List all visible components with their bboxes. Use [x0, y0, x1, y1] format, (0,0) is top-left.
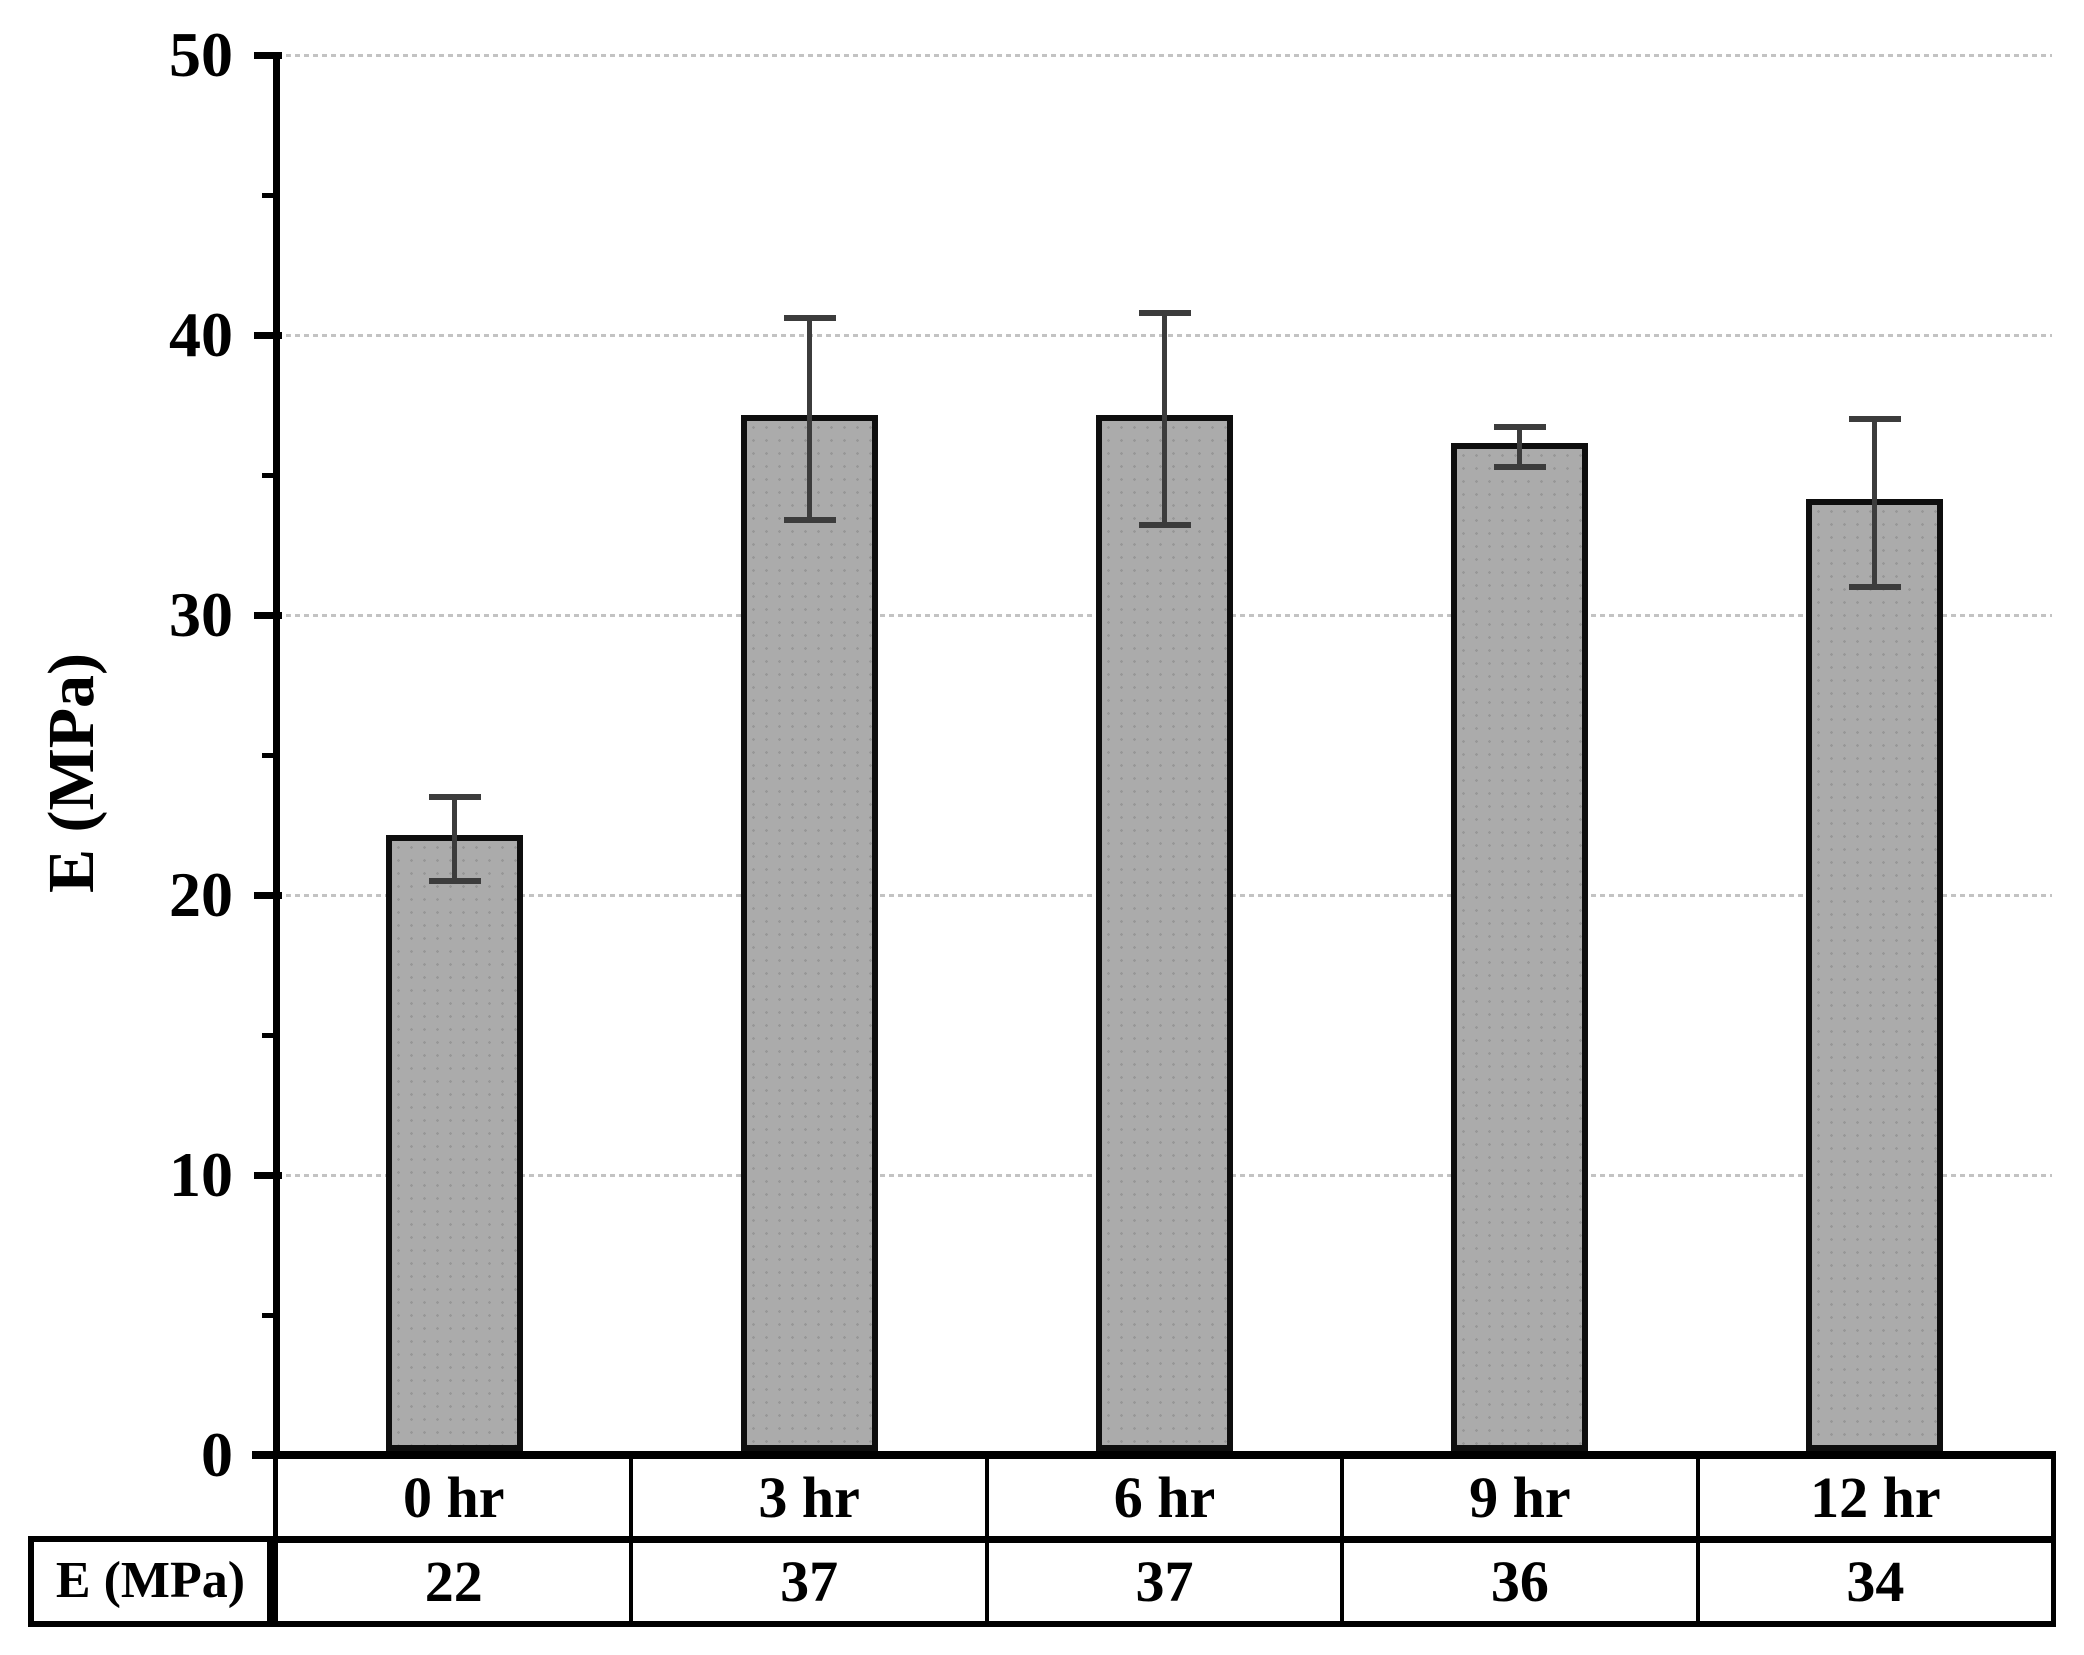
y-tick-minor	[262, 1032, 280, 1038]
y-tick-major	[254, 1451, 282, 1459]
y-tick-minor	[262, 192, 280, 198]
value-cell: 22	[278, 1543, 634, 1621]
error-bar-stem	[807, 318, 812, 520]
error-bar-stem	[452, 797, 457, 881]
bar	[741, 415, 878, 1451]
y-tick-label: 30	[169, 579, 233, 650]
error-bar-cap-bottom	[1493, 463, 1546, 470]
error-bar-cap-bottom	[428, 878, 481, 884]
y-tick-minor	[262, 752, 280, 758]
error-bar-cap-top	[1138, 309, 1191, 316]
error-bar-cap-bottom	[1138, 522, 1191, 529]
error-bar-cap-top	[1848, 416, 1901, 422]
bar	[1806, 499, 1943, 1451]
data-table-bottom-border	[273, 1621, 2056, 1627]
y-tick-major	[254, 611, 282, 619]
bar	[386, 835, 523, 1451]
value-cell: 36	[1344, 1543, 1700, 1621]
category-cell: 0 hr	[278, 1459, 634, 1536]
category-cell: 12 hr	[1810, 1465, 1941, 1530]
y-tick-major	[254, 891, 282, 899]
y-tick-major	[254, 51, 282, 59]
y-tick-major	[254, 331, 282, 339]
y-tick-minor	[262, 1312, 280, 1318]
data-table-row-divider	[273, 1536, 2056, 1543]
data-table-value-row: 22 37 37 36 34	[273, 1543, 2056, 1621]
gridline	[277, 53, 2052, 57]
y-tick-label: 20	[169, 859, 233, 930]
error-bar-cap-top	[1493, 424, 1546, 431]
y-axis-title: E (MPa)	[35, 652, 108, 894]
error-bar-stem	[1872, 419, 1877, 587]
bar	[1451, 443, 1588, 1451]
error-bar-cap-bottom	[783, 516, 836, 523]
y-tick-minor	[262, 472, 280, 478]
y-tick-label: 10	[169, 1139, 233, 1210]
category-cell: 3 hr	[633, 1459, 989, 1536]
error-bar-cap-bottom	[1848, 584, 1901, 590]
category-cell: 9 hr	[1344, 1459, 1700, 1536]
value-cell: 34	[1846, 1549, 1905, 1614]
error-bar-stem	[1162, 312, 1167, 526]
category-cell: 6 hr	[989, 1459, 1345, 1536]
data-table-category-row: 0 hr 3 hr 6 hr 9 hr 12 hr	[273, 1459, 2056, 1536]
y-tick-label: 50	[169, 19, 233, 90]
bar	[1096, 415, 1233, 1451]
error-bar-cap-top	[783, 315, 836, 322]
value-cell: 37	[989, 1543, 1345, 1621]
x-axis-line	[252, 1451, 2056, 1459]
error-bar-cap-top	[428, 794, 481, 800]
error-bar-stem	[1517, 427, 1522, 467]
data-table-row-label: E (MPa)	[28, 1536, 273, 1627]
y-tick-major	[254, 1171, 282, 1179]
y-tick-label: 40	[169, 299, 233, 370]
value-cell: 37	[633, 1543, 989, 1621]
y-tick-label: 0	[201, 1419, 233, 1490]
